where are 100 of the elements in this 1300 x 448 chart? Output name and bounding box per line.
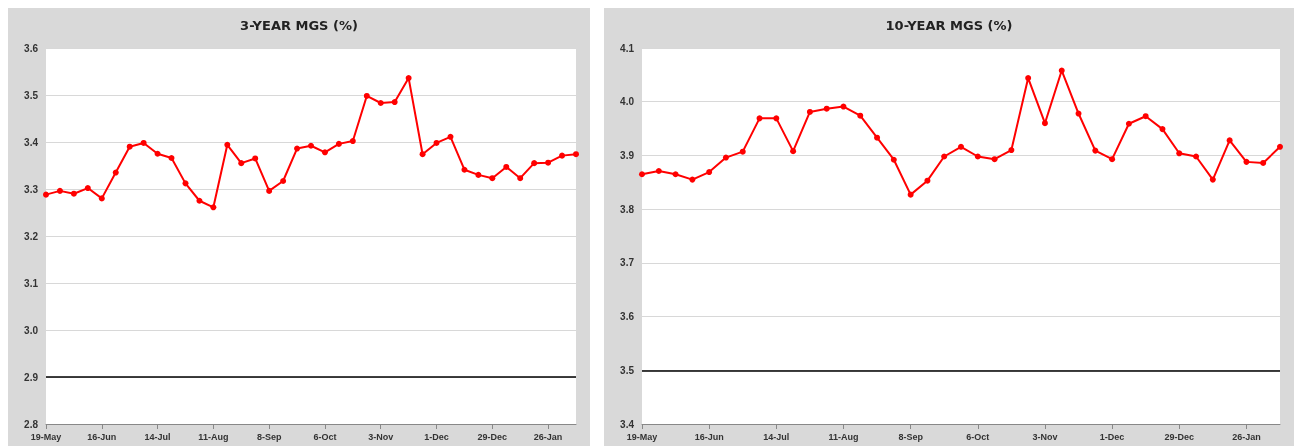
point bbox=[1159, 126, 1166, 133]
point bbox=[391, 99, 398, 106]
point bbox=[154, 150, 161, 157]
y-tick-label: 3.1 bbox=[24, 277, 39, 289]
x-tick-label: 6-Oct bbox=[966, 431, 990, 442]
point bbox=[56, 187, 63, 194]
point bbox=[857, 112, 864, 119]
point bbox=[1092, 147, 1099, 154]
point bbox=[419, 151, 426, 158]
y-tick-label: 3.4 bbox=[620, 418, 635, 430]
point bbox=[545, 159, 552, 166]
y-tick-label: 2.9 bbox=[24, 371, 39, 383]
x-tick-label: 19-May bbox=[30, 431, 62, 442]
point bbox=[531, 160, 538, 167]
point bbox=[447, 133, 454, 140]
point bbox=[958, 143, 964, 150]
point bbox=[1041, 120, 1048, 127]
point bbox=[1008, 147, 1015, 154]
point bbox=[363, 92, 370, 99]
y-tick-label: 3.2 bbox=[24, 230, 39, 242]
y-tick-label: 3.4 bbox=[24, 136, 39, 148]
y-tick-label: 4.0 bbox=[620, 96, 635, 108]
x-tick-label: 26-Jan bbox=[533, 431, 563, 442]
x-tick-label: 19-May bbox=[626, 431, 658, 442]
point bbox=[722, 154, 729, 161]
chart-title: 10-YEAR MGS (%) bbox=[885, 18, 1013, 33]
point bbox=[806, 108, 813, 115]
point bbox=[517, 175, 524, 182]
point bbox=[1109, 156, 1116, 163]
point bbox=[70, 190, 77, 197]
point bbox=[321, 149, 328, 156]
point bbox=[210, 204, 217, 211]
x-tick-label: 3-Nov bbox=[368, 431, 394, 442]
point bbox=[168, 154, 175, 161]
y-tick-label: 3.3 bbox=[24, 183, 39, 195]
point bbox=[1025, 75, 1032, 82]
point bbox=[1277, 143, 1283, 150]
y-tick-label: 3.6 bbox=[24, 42, 39, 54]
point bbox=[335, 140, 342, 147]
x-tick-label: 1-Dec bbox=[424, 431, 449, 442]
point bbox=[405, 75, 412, 82]
y-tick-label: 3.0 bbox=[24, 324, 39, 336]
point bbox=[433, 139, 440, 146]
point bbox=[1176, 150, 1183, 157]
y-tick-label: 3.5 bbox=[24, 89, 39, 101]
y-tick-label: 3.9 bbox=[620, 149, 635, 161]
y-tick-label: 3.8 bbox=[620, 203, 635, 215]
point bbox=[238, 160, 245, 167]
x-tick-label: 16-Jun bbox=[694, 431, 724, 442]
point bbox=[196, 197, 203, 204]
point bbox=[308, 142, 314, 149]
chart-title: 3-YEAR MGS (%) bbox=[240, 18, 358, 33]
point bbox=[1209, 176, 1216, 183]
x-tick-label: 11-Aug bbox=[198, 431, 229, 442]
point bbox=[639, 171, 645, 178]
x-tick-label: 26-Jan bbox=[1232, 431, 1261, 442]
point bbox=[739, 148, 746, 155]
point bbox=[890, 156, 897, 163]
point bbox=[1193, 153, 1200, 160]
point bbox=[773, 115, 780, 122]
point bbox=[475, 171, 482, 178]
x-tick-label: 11-Aug bbox=[828, 431, 859, 442]
point bbox=[503, 163, 510, 170]
point bbox=[349, 138, 356, 145]
x-tick-label: 16-Jun bbox=[87, 431, 117, 442]
point bbox=[98, 195, 105, 202]
point bbox=[489, 175, 496, 182]
point bbox=[823, 105, 830, 112]
point bbox=[377, 99, 384, 106]
point bbox=[573, 151, 579, 158]
point bbox=[1142, 113, 1149, 120]
point bbox=[1125, 120, 1132, 127]
point bbox=[461, 166, 468, 173]
point bbox=[655, 168, 662, 174]
point bbox=[907, 191, 914, 198]
point bbox=[840, 103, 847, 110]
x-tick-label: 8-Sep bbox=[256, 431, 282, 442]
x-tick-label: 14-Jul bbox=[763, 431, 790, 442]
point bbox=[1075, 110, 1082, 117]
x-tick-label: 3-Nov bbox=[1032, 431, 1058, 442]
point bbox=[126, 143, 133, 150]
x-tick-label: 6-Oct bbox=[313, 431, 337, 442]
point bbox=[1260, 159, 1267, 166]
point bbox=[559, 152, 566, 159]
point bbox=[224, 141, 231, 148]
point bbox=[706, 169, 713, 176]
point bbox=[672, 171, 679, 178]
point bbox=[1243, 158, 1250, 165]
point bbox=[874, 134, 881, 141]
point bbox=[140, 139, 147, 146]
x-tick-label: 14-Jul bbox=[144, 431, 171, 442]
point bbox=[266, 187, 273, 194]
point bbox=[1226, 137, 1233, 144]
point bbox=[280, 178, 287, 185]
x-tick-label: 8-Sep bbox=[898, 431, 924, 442]
point bbox=[924, 177, 931, 184]
point bbox=[790, 148, 797, 155]
point bbox=[84, 185, 91, 192]
point bbox=[974, 153, 981, 160]
y-tick-label: 2.8 bbox=[24, 418, 39, 430]
